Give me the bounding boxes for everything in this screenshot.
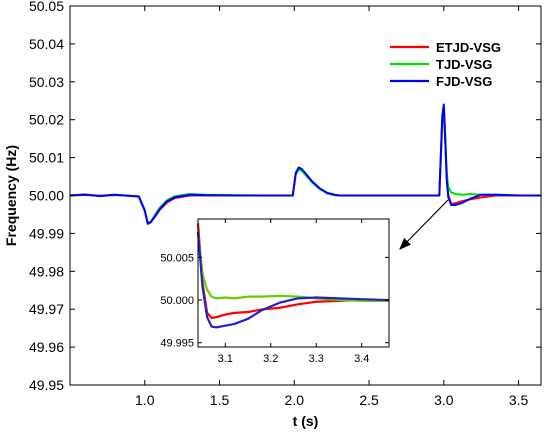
y-tick-label: 49.99 — [29, 225, 64, 241]
y-tick-label: 49.96 — [29, 339, 64, 355]
y-tick-label: 50.005 — [160, 252, 194, 264]
y-tick-label: 49.98 — [29, 263, 64, 279]
inset-plot: 3.1 3.2 3.3 3.4 49.995 50.000 50.005 — [160, 218, 390, 365]
legend-label: FJD-VSG — [436, 74, 492, 89]
zoom-annotation — [399, 199, 449, 250]
y-tick-label: 49.95 — [29, 377, 64, 393]
series-line-etjd-vsg — [196, 223, 389, 320]
y-tick-label: 49.97 — [29, 301, 64, 317]
y-tick-label: 50.04 — [29, 36, 64, 52]
legend: ETJD-VSG TJD-VSG FJD-VSG — [390, 40, 501, 89]
x-tick-label: 2.0 — [285, 392, 305, 408]
x-tick-label: 3.3 — [309, 353, 324, 365]
x-tick-label: 1.5 — [210, 392, 230, 408]
legend-label: TJD-VSG — [436, 57, 492, 72]
y-tick-label: 50.00 — [29, 188, 64, 204]
series-line-tjd-vsg — [196, 231, 389, 303]
y-tick-label: 50.01 — [29, 150, 64, 166]
x-tick-label: 3.5 — [509, 392, 529, 408]
plot-frame — [197, 218, 390, 348]
x-tick-label: 1.0 — [135, 392, 155, 408]
x-tick-label: 3.1 — [218, 353, 233, 365]
series-line-fjd-vsg — [69, 103, 541, 225]
y-tick-label: 50.05 — [29, 0, 64, 14]
y-tick-label: 49.995 — [160, 338, 194, 350]
legend-label: ETJD-VSG — [436, 40, 501, 55]
y-tick-label: 50.03 — [29, 74, 64, 90]
x-tick-label: 2.5 — [359, 392, 379, 408]
y-tick-label: 50.02 — [29, 112, 64, 128]
x-axis-title: t (s) — [293, 413, 319, 429]
y-tick-label: 50.000 — [160, 295, 194, 307]
y-axis-title: Frequency (Hz) — [3, 145, 19, 246]
x-tick-label: 3.4 — [354, 353, 369, 365]
zoom-arrow — [399, 199, 449, 250]
series-line-fjd-vsg — [196, 231, 390, 329]
x-tick-label: 3.2 — [263, 353, 278, 365]
x-tick-label: 3.0 — [434, 392, 454, 408]
plot-area-background — [198, 219, 389, 347]
